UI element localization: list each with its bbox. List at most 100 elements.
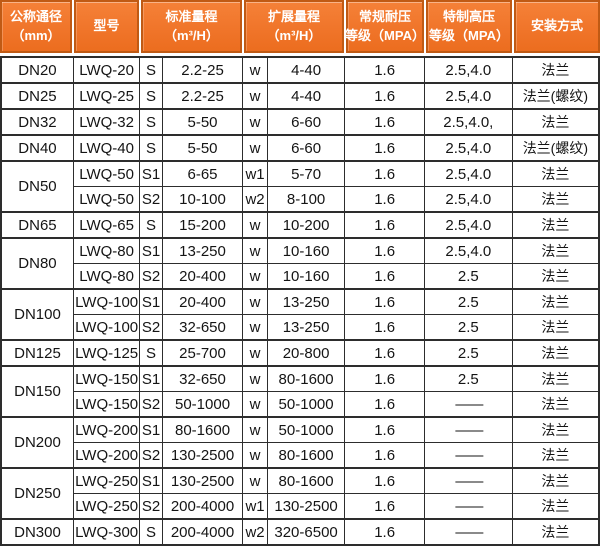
pressure-cell: 1.6 bbox=[344, 365, 425, 392]
dn-cell: DN150 bbox=[0, 365, 74, 418]
model-cell: LWQ-200 bbox=[72, 416, 141, 443]
high-pressure-cell: 2.5 bbox=[423, 314, 513, 341]
ext-range-cell: 10-160 bbox=[266, 237, 346, 264]
model-cell: LWQ-50 bbox=[72, 186, 141, 213]
model-cell: LWQ-50 bbox=[72, 160, 141, 187]
ext-range-cell: 6-60 bbox=[266, 134, 346, 162]
header-line: （m³/H） bbox=[164, 27, 219, 43]
install-cell: 法兰(螺纹) bbox=[511, 82, 600, 110]
std-range-cell: 20-400 bbox=[161, 288, 244, 315]
table-row: LWQ-100 S2 32-650 w 13-250 1.6 2.5 法兰 bbox=[1, 314, 600, 341]
std-grade-cell: S1 bbox=[139, 416, 163, 443]
std-range-cell: 20-400 bbox=[161, 263, 244, 290]
pressure-cell: 1.6 bbox=[344, 160, 425, 187]
pressure-cell: 1.6 bbox=[344, 134, 425, 162]
ext-grade-cell: w bbox=[242, 56, 268, 84]
install-cell: 法兰 bbox=[511, 314, 600, 341]
ext-grade-cell: w bbox=[242, 339, 268, 367]
high-pressure-cell: 2.5 bbox=[423, 263, 513, 290]
std-range-cell: 32-650 bbox=[161, 365, 244, 392]
std-grade-cell: S bbox=[139, 134, 163, 162]
pressure-cell: 1.6 bbox=[344, 416, 425, 443]
ext-range-cell: 13-250 bbox=[266, 288, 346, 315]
pressure-cell: 1.6 bbox=[344, 108, 425, 136]
ext-grade-cell: w bbox=[242, 134, 268, 162]
ext-grade-cell: w1 bbox=[242, 493, 268, 520]
std-range-cell: 6-65 bbox=[161, 160, 244, 187]
ext-grade-cell: w bbox=[242, 211, 268, 239]
ext-range-cell: 50-1000 bbox=[266, 416, 346, 443]
table-row: DN300 LWQ-300 S 200-4000 w2 320-6500 1.6… bbox=[0, 518, 600, 546]
high-pressure-cell: 2.5 bbox=[423, 339, 513, 367]
ext-grade-cell: w bbox=[242, 416, 268, 443]
std-range-cell: 2.2-25 bbox=[161, 82, 244, 110]
pressure-cell: 1.6 bbox=[344, 237, 425, 264]
model-cell: LWQ-80 bbox=[72, 263, 141, 290]
table-row: DN80 LWQ-80 S1 13-250 w 10-160 1.6 2.5,4… bbox=[0, 237, 600, 290]
pressure-cell: 1.6 bbox=[344, 288, 425, 315]
header-line: 扩展量程 bbox=[267, 9, 320, 25]
high-pressure-cell: 2.5,4.0 bbox=[423, 82, 513, 110]
dn-cell: DN65 bbox=[0, 211, 74, 239]
install-cell: 法兰 bbox=[511, 493, 600, 520]
ext-grade-cell: w bbox=[242, 237, 268, 264]
ext-grade-cell: w bbox=[242, 288, 268, 315]
std-range-cell: 5-50 bbox=[161, 134, 244, 162]
ext-grade-cell: w bbox=[242, 391, 268, 418]
header-line: 公称通径 bbox=[9, 9, 62, 25]
header-line: 等级（MPA） bbox=[429, 27, 509, 43]
std-grade-cell: S2 bbox=[139, 263, 163, 290]
install-cell: 法兰 bbox=[511, 365, 600, 392]
high-pressure-cell: —— bbox=[423, 518, 513, 546]
table-row: DN250 LWQ-250 S1 130-2500 w 80-1600 1.6 … bbox=[0, 467, 600, 520]
header-extended-range: 扩展量程 （m³/H） bbox=[244, 0, 344, 53]
std-range-cell: 2.2-25 bbox=[161, 56, 244, 84]
header-line: 等级（MPA） bbox=[345, 27, 425, 43]
ext-range-cell: 6-60 bbox=[266, 108, 346, 136]
high-pressure-cell: 2.5 bbox=[423, 365, 513, 392]
header-line: 型号 bbox=[93, 18, 120, 34]
high-pressure-cell: 2.5 bbox=[423, 288, 513, 315]
model-cell: LWQ-300 bbox=[72, 518, 141, 546]
std-range-cell: 80-1600 bbox=[161, 416, 244, 443]
table-row: DN150 LWQ-150 S1 32-650 w 80-1600 1.6 2.… bbox=[0, 365, 600, 418]
high-pressure-cell: —— bbox=[423, 493, 513, 520]
model-cell: LWQ-150 bbox=[72, 391, 141, 418]
header-line: 安装方式 bbox=[530, 18, 583, 34]
install-cell: 法兰 bbox=[511, 391, 600, 418]
pressure-cell: 1.6 bbox=[344, 56, 425, 84]
dn-cell: DN300 bbox=[0, 518, 74, 546]
table-row: LWQ-50 S2 10-100 w2 8-100 1.6 2.5,4.0 法兰 bbox=[1, 186, 600, 213]
std-range-cell: 200-4000 bbox=[161, 493, 244, 520]
std-grade-cell: S1 bbox=[139, 160, 163, 187]
install-cell: 法兰 bbox=[511, 518, 600, 546]
high-pressure-cell: —— bbox=[423, 467, 513, 494]
model-cell: LWQ-250 bbox=[72, 467, 141, 494]
install-cell: 法兰 bbox=[511, 186, 600, 213]
table-row: DN32 LWQ-32 S 5-50 w 6-60 1.6 2.5,4.0, 法… bbox=[0, 108, 600, 136]
std-range-cell: 130-2500 bbox=[161, 467, 244, 494]
table-row: DN200 LWQ-200 S1 80-1600 w 50-1000 1.6 —… bbox=[0, 416, 600, 469]
high-pressure-cell: 2.5,4.0 bbox=[423, 56, 513, 84]
pressure-cell: 1.6 bbox=[344, 211, 425, 239]
ext-grade-cell: w1 bbox=[242, 160, 268, 187]
high-pressure-cell: 2.5,4.0, bbox=[423, 108, 513, 136]
ext-range-cell: 80-1600 bbox=[266, 442, 346, 469]
install-cell: 法兰(螺纹) bbox=[511, 134, 600, 162]
pressure-cell: 1.6 bbox=[344, 493, 425, 520]
table-row: DN100 LWQ-100 S1 20-400 w 13-250 1.6 2.5… bbox=[0, 288, 600, 341]
header-model: 型号 bbox=[74, 0, 139, 53]
header-line: 常规耐压 bbox=[358, 9, 411, 25]
model-cell: LWQ-25 bbox=[72, 82, 141, 110]
dn-cell: DN20 bbox=[0, 56, 74, 84]
std-grade-cell: S1 bbox=[139, 288, 163, 315]
std-range-cell: 10-100 bbox=[161, 186, 244, 213]
std-grade-cell: S2 bbox=[139, 391, 163, 418]
ext-range-cell: 20-800 bbox=[266, 339, 346, 367]
dn-cell: DN200 bbox=[0, 416, 74, 469]
pressure-cell: 1.6 bbox=[344, 467, 425, 494]
install-cell: 法兰 bbox=[511, 56, 600, 84]
table-row: DN40 LWQ-40 S 5-50 w 6-60 1.6 2.5,4.0 法兰… bbox=[0, 134, 600, 162]
ext-range-cell: 4-40 bbox=[266, 56, 346, 84]
